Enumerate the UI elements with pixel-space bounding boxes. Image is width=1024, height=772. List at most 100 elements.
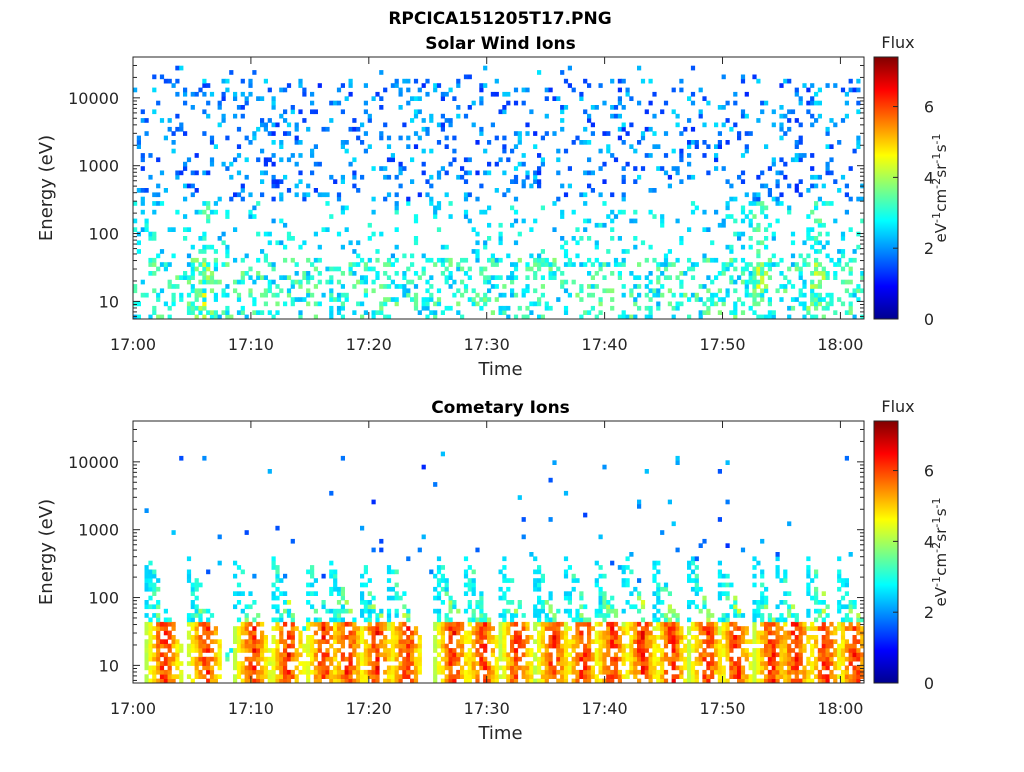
flux-cell: [406, 639, 410, 644]
flux-cell: [764, 144, 768, 149]
flux-cell: [248, 657, 252, 662]
flux-cell: [710, 622, 714, 627]
flux-cell: [814, 591, 818, 596]
flux-cell: [672, 149, 676, 154]
flux-cell: [749, 280, 753, 285]
colorbar-tick-label: 6: [924, 462, 934, 481]
flux-cell: [810, 184, 814, 189]
flux-cell: [799, 644, 803, 649]
flux-cell: [772, 254, 776, 259]
flux-cell: [756, 175, 760, 180]
flux-cell: [237, 565, 241, 570]
flux-cell: [298, 639, 302, 644]
flux-cell: [399, 622, 403, 627]
flux-cell: [379, 644, 383, 649]
flux-cell: [160, 201, 164, 206]
flux-cell: [268, 674, 272, 679]
flux-cell: [483, 210, 487, 215]
flux-cell: [818, 249, 822, 254]
flux-cell: [433, 574, 437, 579]
flux-cell: [475, 648, 479, 653]
flux-cell: [437, 227, 441, 232]
flux-cell: [810, 210, 814, 215]
flux-cell: [845, 644, 849, 649]
flux-cell: [841, 578, 845, 583]
flux-cell: [510, 223, 514, 228]
flux-cell: [214, 258, 218, 263]
flux-cell: [183, 271, 187, 276]
flux-cell: [456, 310, 460, 315]
flux-cell: [437, 613, 441, 618]
flux-cell: [783, 648, 787, 653]
flux-cell: [468, 661, 472, 666]
flux-cell: [379, 306, 383, 311]
flux-cell: [652, 639, 656, 644]
flux-cell: [433, 622, 437, 627]
flux-cell: [241, 306, 245, 311]
flux-cell: [241, 271, 245, 276]
flux-cell: [441, 271, 445, 276]
flux-cell: [502, 578, 506, 583]
flux-cell: [437, 123, 441, 128]
flux-cell: [579, 635, 583, 640]
flux-cell: [214, 626, 218, 631]
flux-cell: [172, 140, 176, 145]
flux-cell: [768, 613, 772, 618]
flux-cell: [195, 171, 199, 176]
flux-cell: [841, 661, 845, 666]
flux-cell: [195, 609, 199, 614]
flux-cell: [764, 661, 768, 666]
flux-cell: [356, 644, 360, 649]
flux-cell: [575, 609, 579, 614]
flux-cell: [568, 670, 572, 675]
flux-cell: [841, 604, 845, 609]
flux-cell: [406, 670, 410, 675]
flux-cell: [668, 604, 672, 609]
flux-cell: [656, 583, 660, 588]
flux-cell: [560, 661, 564, 666]
flux-cell: [764, 596, 768, 601]
flux-cell: [395, 192, 399, 197]
flux-cell: [464, 670, 468, 675]
flux-cell: [587, 644, 591, 649]
flux-cell: [733, 219, 737, 224]
flux-cell: [241, 79, 245, 84]
flux-cell: [602, 275, 606, 280]
flux-cell: [629, 644, 633, 649]
flux-cell: [687, 574, 691, 579]
flux-cell: [279, 88, 283, 93]
flux-cell: [706, 618, 710, 623]
flux-cell: [799, 631, 803, 636]
flux-cell: [691, 66, 695, 71]
flux-cell: [252, 652, 256, 657]
flux-cell: [198, 670, 202, 675]
flux-cell: [275, 666, 279, 671]
x-tick-label: 18:00: [817, 335, 863, 354]
flux-cell: [322, 622, 326, 627]
flux-cell: [525, 661, 529, 666]
flux-cell: [318, 648, 322, 653]
flux-cell: [349, 670, 353, 675]
flux-cell: [591, 284, 595, 289]
flux-cell: [395, 609, 399, 614]
flux-cell: [314, 639, 318, 644]
flux-cell: [826, 275, 830, 280]
flux-cell: [649, 210, 653, 215]
flux-cell: [491, 258, 495, 263]
flux-cell: [591, 171, 595, 176]
flux-cell: [248, 267, 252, 272]
flux-cell: [853, 293, 857, 298]
flux-cell: [472, 578, 476, 583]
flux-cell: [522, 666, 526, 671]
flux-cell: [433, 635, 437, 640]
flux-cell: [349, 92, 353, 97]
flux-cell: [614, 652, 618, 657]
flux-cell: [645, 648, 649, 653]
flux-cell: [341, 587, 345, 592]
flux-cell: [826, 639, 830, 644]
flux-cell: [187, 574, 191, 579]
flux-cell: [745, 657, 749, 662]
flux-cell: [414, 297, 418, 302]
flux-cell: [218, 123, 222, 128]
flux-cell: [575, 635, 579, 640]
